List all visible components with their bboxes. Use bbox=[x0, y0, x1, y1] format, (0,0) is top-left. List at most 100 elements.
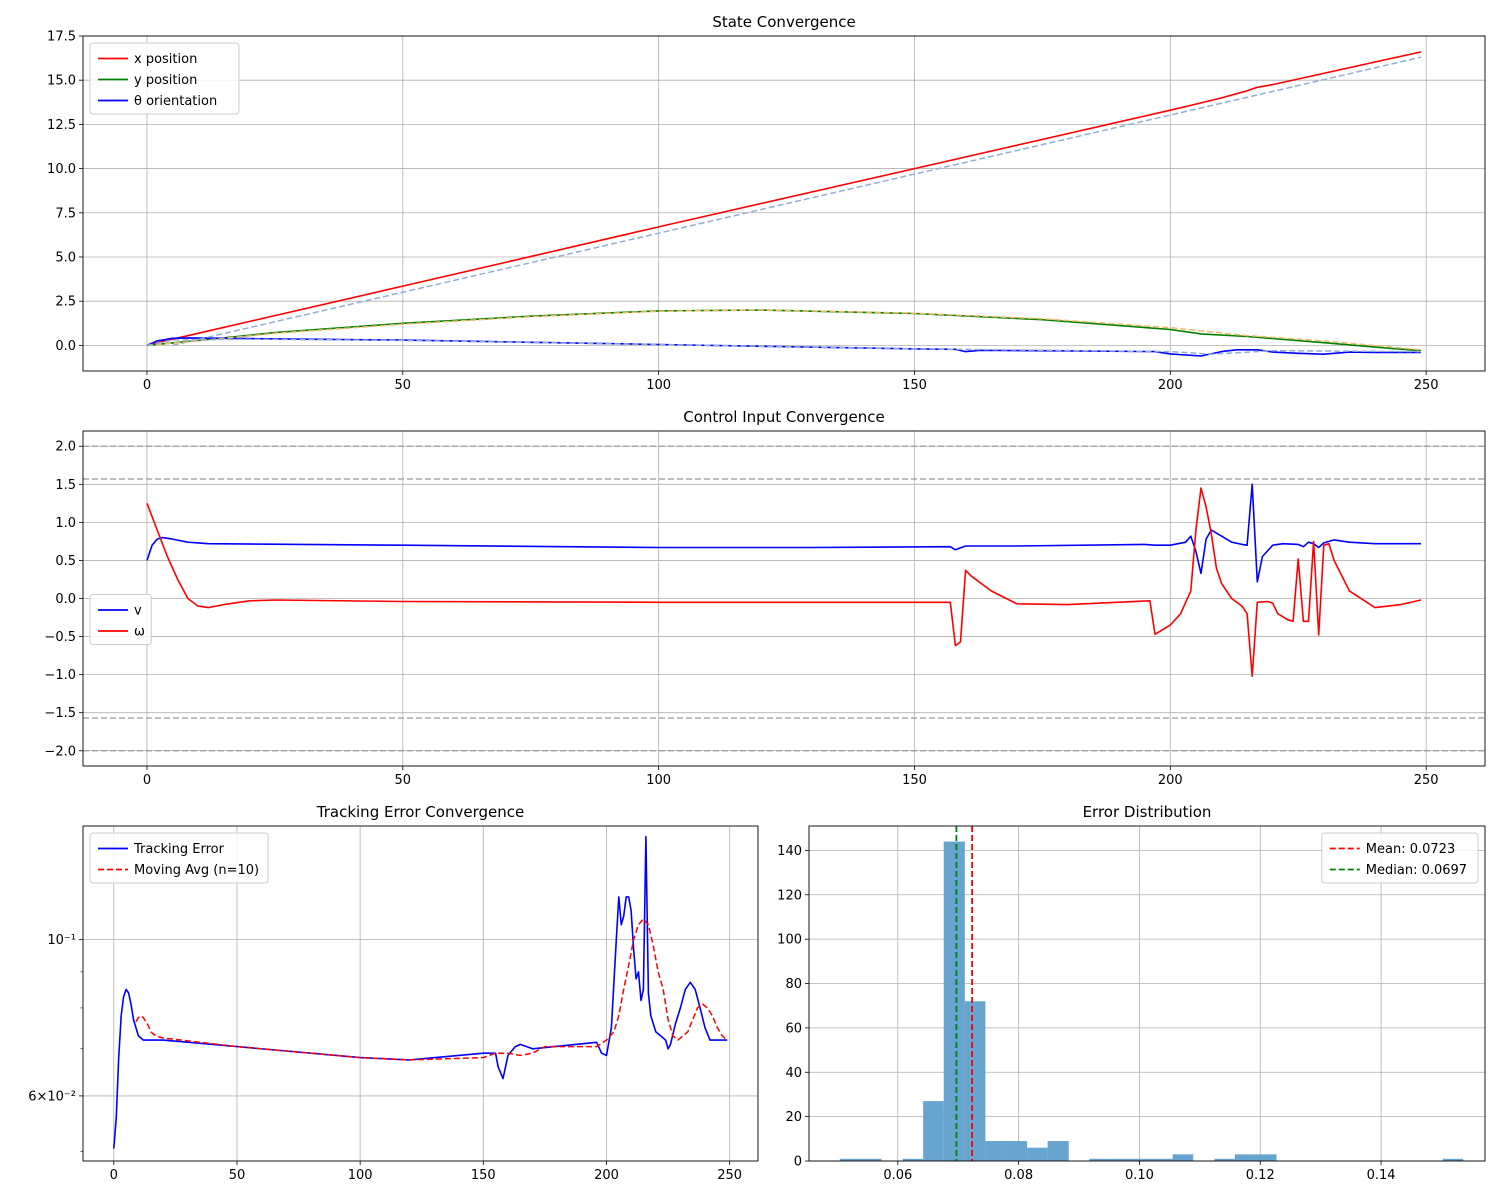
histogram-bar bbox=[1006, 1141, 1028, 1161]
x-tick-label: 200 bbox=[594, 1168, 619, 1183]
legend-label: x position bbox=[134, 52, 197, 67]
histogram-bar bbox=[1172, 1154, 1194, 1161]
histogram-bar bbox=[1089, 1158, 1111, 1161]
histogram-bar bbox=[1255, 1154, 1277, 1161]
control-input-panel: 0 50 100 150 200 250 −2.0 −1.5 −1.0 −0.5 0.0 0.5 1.0… bbox=[44, 408, 1486, 788]
y-tick-label: 6×10⁻² bbox=[28, 1089, 76, 1104]
legend-label: Tracking Error bbox=[133, 842, 225, 857]
axes-frame bbox=[82, 825, 759, 1162]
series-line bbox=[146, 51, 1422, 347]
histogram-bar bbox=[1234, 1154, 1256, 1161]
plot-area bbox=[113, 835, 728, 1149]
y-tick-label: 10.0 bbox=[47, 162, 76, 177]
y-tick-label: 7.5 bbox=[55, 206, 76, 221]
legend-box bbox=[1321, 832, 1479, 884]
x-tick-label: 250 bbox=[717, 1168, 742, 1183]
legend-label: v bbox=[134, 604, 142, 619]
histogram-bar bbox=[923, 1101, 944, 1161]
reference-line bbox=[146, 309, 1422, 351]
histogram-bar bbox=[1047, 1141, 1069, 1161]
legend: vω bbox=[89, 594, 152, 645]
x-tick-label: 150 bbox=[902, 378, 927, 393]
histogram-bar bbox=[943, 841, 965, 1161]
reference-line bbox=[172, 56, 1422, 347]
x-tick-label: 0.10 bbox=[1125, 1168, 1154, 1183]
series-line bbox=[146, 337, 1421, 357]
histogram-bar bbox=[860, 1158, 882, 1161]
x-tick-label: 250 bbox=[1414, 378, 1439, 393]
x-tick-label: 0.08 bbox=[1004, 1168, 1033, 1183]
histogram-bar bbox=[985, 1141, 1007, 1161]
x-tick-label: 100 bbox=[646, 378, 671, 393]
y-tick-label: 60 bbox=[785, 1021, 802, 1036]
axes-frame bbox=[82, 35, 1486, 372]
legend: x position y position θ orientation bbox=[89, 42, 240, 115]
histogram-bar bbox=[1130, 1158, 1152, 1161]
y-tick-label: −1.0 bbox=[44, 668, 76, 683]
y-tick-label: 0.0 bbox=[55, 339, 76, 354]
y-tick-label: 10⁻¹ bbox=[47, 933, 76, 948]
axes-frame bbox=[808, 825, 1486, 1162]
y-tick-label: 0.0 bbox=[55, 592, 76, 607]
series-line bbox=[146, 483, 1421, 583]
histogram-bar bbox=[1214, 1158, 1235, 1161]
chart-title: State Convergence bbox=[712, 13, 855, 31]
reference-line bbox=[146, 338, 1422, 355]
y-tick-label: 120 bbox=[777, 888, 802, 903]
y-tick-label: 2.0 bbox=[55, 440, 76, 455]
legend: Mean: 0.0723 Median: 0.0697 bbox=[1321, 832, 1479, 884]
legend-label: ω bbox=[134, 625, 145, 640]
x-tick-label: 50 bbox=[395, 378, 412, 393]
y-tick-label: 20 bbox=[785, 1110, 802, 1125]
y-tick-label: −0.5 bbox=[44, 630, 76, 645]
plot-area bbox=[839, 826, 1464, 1161]
y-tick-label: 40 bbox=[785, 1066, 802, 1081]
y-tick-label: 15.0 bbox=[47, 74, 76, 89]
series-line bbox=[135, 918, 728, 1061]
legend-label: θ orientation bbox=[134, 94, 217, 109]
x-tick-label: 150 bbox=[902, 773, 927, 788]
chart-title: Tracking Error Convergence bbox=[316, 803, 524, 821]
y-tick-label: 5.0 bbox=[55, 250, 76, 265]
y-tick-label: 1.5 bbox=[55, 478, 76, 493]
tracking-error-panel: 0 50 100 150 200 250 10⁻¹ 6×10⁻² Tracking Error … bbox=[28, 803, 759, 1183]
chart-title: Control Input Convergence bbox=[683, 408, 885, 426]
x-tick-label: 250 bbox=[1414, 773, 1439, 788]
x-tick-label: 100 bbox=[348, 1168, 373, 1183]
series-line bbox=[146, 309, 1422, 352]
histogram-bar bbox=[964, 1001, 986, 1161]
legend-label: Median: 0.0697 bbox=[1366, 863, 1467, 878]
y-tick-label: 1.0 bbox=[55, 516, 76, 531]
plot-area bbox=[83, 445, 1485, 752]
legend-label: Mean: 0.0723 bbox=[1366, 842, 1455, 857]
error-distribution-panel: 0.06 0.08 0.10 0.12 0.14 0 20 40 60 80 100 120 140 Er… bbox=[777, 803, 1486, 1183]
x-tick-label: 0 bbox=[143, 773, 151, 788]
histogram-bar bbox=[839, 1158, 861, 1161]
plot-area bbox=[146, 51, 1422, 357]
y-tick-label: 80 bbox=[785, 977, 802, 992]
x-tick-label: 0 bbox=[143, 378, 151, 393]
histogram-bar bbox=[1110, 1158, 1131, 1161]
legend-label: Moving Avg (n=10) bbox=[134, 863, 259, 878]
y-tick-label: 0.5 bbox=[55, 554, 76, 569]
y-tick-label: 140 bbox=[777, 844, 802, 859]
histogram-bar bbox=[1151, 1158, 1173, 1161]
y-tick-label: −1.5 bbox=[44, 706, 76, 721]
x-tick-label: 0.06 bbox=[883, 1168, 912, 1183]
x-tick-label: 0.12 bbox=[1246, 1168, 1275, 1183]
legend-box bbox=[89, 42, 240, 115]
legend-box bbox=[89, 594, 152, 645]
x-tick-label: 50 bbox=[229, 1168, 246, 1183]
legend-label: y position bbox=[134, 73, 197, 88]
state-convergence-panel: 0 50 100 150 200 250 0.0 2.5 5.0 7.5 10.0 12.5 15.0 1… bbox=[47, 13, 1486, 393]
y-tick-label: 17.5 bbox=[47, 30, 76, 45]
series-line bbox=[146, 487, 1422, 678]
x-tick-label: 0.14 bbox=[1367, 1168, 1396, 1183]
y-tick-label: 12.5 bbox=[47, 118, 76, 133]
x-tick-label: 200 bbox=[1158, 773, 1183, 788]
histogram-bar bbox=[902, 1158, 924, 1161]
legend: Tracking Error Moving Avg (n=10) bbox=[89, 832, 269, 884]
x-tick-label: 0 bbox=[110, 1168, 118, 1183]
histogram-bar bbox=[1027, 1147, 1048, 1161]
